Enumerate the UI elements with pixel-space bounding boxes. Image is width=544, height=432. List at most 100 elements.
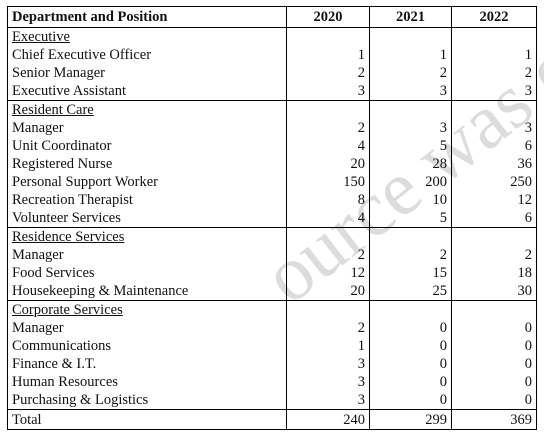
empty-cell: [451, 300, 537, 319]
value-cell: 36: [451, 155, 537, 173]
staffing-table: Department and Position 2020 2021 2022 E…: [7, 6, 537, 430]
table-row: Purchasing & Logistics 3 0 0: [7, 391, 537, 410]
value-cell: 0: [451, 319, 537, 337]
position-label: Recreation Therapist: [7, 191, 287, 209]
value-cell: 150: [286, 173, 370, 191]
value-cell: 1: [369, 46, 452, 64]
section-title: Executive: [12, 29, 70, 45]
value-cell: 0: [369, 355, 452, 373]
value-cell: 5: [369, 209, 452, 228]
value-cell: 4: [286, 209, 370, 228]
position-label: Registered Nurse: [7, 155, 287, 173]
table-row: Manager 2 2 2: [7, 246, 537, 264]
section-cell: Residence Services: [7, 227, 287, 246]
table-row: Communications 1 0 0: [7, 337, 537, 355]
value-cell: 12: [286, 264, 370, 282]
value-cell: 3: [286, 355, 370, 373]
value-cell: 6: [451, 137, 537, 155]
value-cell: 30: [451, 282, 537, 301]
section-cell: Executive: [7, 27, 287, 46]
value-cell: 8: [286, 191, 370, 209]
empty-cell: [451, 100, 537, 119]
value-cell: 28: [369, 155, 452, 173]
position-label: Executive Assistant: [7, 82, 287, 101]
value-cell: 3: [369, 82, 452, 101]
value-cell: 3: [369, 119, 452, 137]
value-cell: 2: [286, 319, 370, 337]
header-row: Department and Position 2020 2021 2022: [7, 6, 537, 28]
value-cell: 3: [451, 119, 537, 137]
empty-cell: [451, 27, 537, 46]
position-label: Unit Coordinator: [7, 137, 287, 155]
table-row: Manager 2 3 3: [7, 119, 537, 137]
empty-cell: [286, 100, 370, 119]
empty-cell: [369, 100, 452, 119]
value-cell: 2: [451, 246, 537, 264]
table-row: Food Services 12 15 18: [7, 264, 537, 282]
table-row: Volunteer Services 4 5 6: [7, 209, 537, 228]
header-year: 2022: [451, 6, 537, 28]
value-cell: 15: [369, 264, 452, 282]
value-cell: 20: [286, 155, 370, 173]
section-row: Residence Services: [7, 227, 537, 246]
empty-cell: [369, 227, 452, 246]
section-row: Resident Care: [7, 100, 537, 119]
section-row: Corporate Services: [7, 300, 537, 319]
value-cell: 3: [286, 82, 370, 101]
empty-cell: [286, 300, 370, 319]
value-cell: 20: [286, 282, 370, 301]
table-row: Senior Manager 2 2 2: [7, 64, 537, 82]
empty-cell: [286, 227, 370, 246]
position-label: Human Resources: [7, 373, 287, 391]
value-cell: 0: [369, 373, 452, 391]
table-row: Chief Executive Officer 1 1 1: [7, 46, 537, 64]
position-label: Manager: [7, 246, 287, 264]
total-value: 299: [369, 409, 452, 430]
value-cell: 0: [451, 355, 537, 373]
value-cell: 25: [369, 282, 452, 301]
header-department: Department and Position: [7, 6, 287, 28]
value-cell: 2: [451, 64, 537, 82]
table-body: Executive Chief Executive Officer 1 1 1 Senio…: [7, 27, 537, 430]
empty-cell: [451, 227, 537, 246]
section-cell: Corporate Services: [7, 300, 287, 319]
value-cell: 3: [286, 391, 370, 410]
empty-cell: [369, 27, 452, 46]
position-label: Housekeeping & Maintenance: [7, 282, 287, 301]
value-cell: 250: [451, 173, 537, 191]
value-cell: 2: [286, 64, 370, 82]
value-cell: 12: [451, 191, 537, 209]
table-row: Executive Assistant 3 3 3: [7, 82, 537, 101]
value-cell: 2: [369, 64, 452, 82]
value-cell: 1: [286, 337, 370, 355]
table-row: Registered Nurse 20 28 36: [7, 155, 537, 173]
value-cell: 0: [369, 319, 452, 337]
value-cell: 0: [369, 391, 452, 410]
position-label: Manager: [7, 119, 287, 137]
position-label: Chief Executive Officer: [7, 46, 287, 64]
table-row: Finance & I.T. 3 0 0: [7, 355, 537, 373]
position-label: Food Services: [7, 264, 287, 282]
value-cell: 2: [369, 246, 452, 264]
section-title: Resident Care: [12, 102, 94, 118]
header-year: 2021: [369, 6, 452, 28]
section-title: Residence Services: [12, 229, 125, 245]
empty-cell: [286, 27, 370, 46]
table-row: Manager 2 0 0: [7, 319, 537, 337]
position-label: Volunteer Services: [7, 209, 287, 228]
value-cell: 10: [369, 191, 452, 209]
table-row: Human Resources 3 0 0: [7, 373, 537, 391]
section-title: Corporate Services: [12, 302, 123, 318]
value-cell: 4: [286, 137, 370, 155]
value-cell: 3: [451, 82, 537, 101]
value-cell: 200: [369, 173, 452, 191]
total-value: 369: [451, 409, 537, 430]
table-row: Personal Support Worker 150 200 250: [7, 173, 537, 191]
header-year: 2020: [286, 6, 370, 28]
position-label: Communications: [7, 337, 287, 355]
value-cell: 0: [451, 373, 537, 391]
value-cell: 18: [451, 264, 537, 282]
empty-cell: [369, 300, 452, 319]
value-cell: 2: [286, 246, 370, 264]
value-cell: 0: [451, 337, 537, 355]
